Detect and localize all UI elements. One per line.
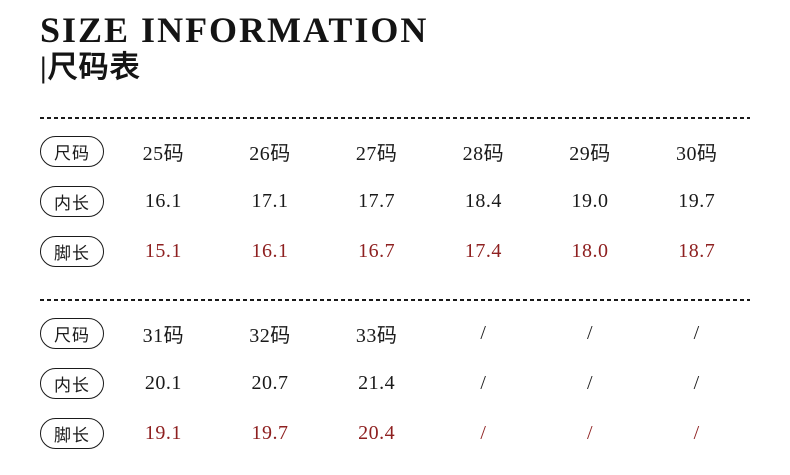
table-cell: 21.4 bbox=[358, 371, 396, 394]
table-cell: 15.1 bbox=[144, 239, 182, 262]
row-label-cell: 尺码 bbox=[40, 317, 110, 349]
table-row: 内长 16.1 17.1 17.7 18.4 19.0 19.7 bbox=[40, 176, 750, 226]
table-cell: 18.0 bbox=[571, 239, 609, 262]
row-label-cell: 尺码 bbox=[40, 135, 110, 167]
table-cell: 19.0 bbox=[571, 189, 609, 212]
table-cell: 17.7 bbox=[358, 189, 396, 212]
table-cell: 17.4 bbox=[464, 239, 502, 262]
dashed-divider bbox=[40, 299, 750, 301]
row-label-cell: 脚长 bbox=[40, 417, 110, 449]
table-cell: 32码 bbox=[249, 324, 291, 347]
table-cell: 17.1 bbox=[251, 189, 289, 212]
table-row: 脚长 19.1 19.7 20.4 / / / bbox=[40, 408, 750, 458]
table-cell: 29码 bbox=[569, 142, 611, 165]
table-cell: / bbox=[693, 371, 700, 394]
row-label-cell: 内长 bbox=[40, 185, 110, 217]
table-cell: 18.4 bbox=[464, 189, 502, 212]
table-cell: / bbox=[586, 321, 594, 344]
row-label-pill: 脚长 bbox=[40, 235, 104, 267]
table-cell: 20.7 bbox=[251, 371, 289, 394]
table-cell: 20.1 bbox=[144, 371, 182, 394]
row-label-cell: 内长 bbox=[40, 367, 110, 399]
table-cell: / bbox=[586, 371, 594, 394]
table-cell: 20.4 bbox=[358, 421, 396, 444]
table-cell: 18.7 bbox=[678, 239, 716, 262]
table-cell: / bbox=[586, 421, 594, 444]
page-title: SIZE INFORMATION bbox=[40, 10, 429, 50]
table-cell: 26码 bbox=[249, 142, 291, 165]
table-cell: / bbox=[480, 371, 487, 394]
table-cell: 19.1 bbox=[144, 421, 182, 444]
table-row: 内长 20.1 20.7 21.4 / / / bbox=[40, 358, 750, 408]
row-label-pill: 脚长 bbox=[40, 417, 104, 449]
table-cell: / bbox=[693, 421, 700, 444]
size-table: 尺码 31码 32码 33码 / / / 内长 20.1 20.7 21.4 / / / 脚长 19.1 19.… bbox=[40, 301, 750, 458]
table-cell: / bbox=[480, 321, 487, 344]
page-subtitle: |尺码表 bbox=[40, 51, 141, 84]
row-label-pill: 尺码 bbox=[40, 317, 104, 349]
table-row: 尺码 25码 26码 27码 28码 29码 30码 bbox=[40, 126, 750, 176]
table-cell: 16.7 bbox=[358, 239, 396, 262]
table-cell: 31码 bbox=[142, 324, 185, 347]
table-cell: / bbox=[693, 321, 700, 344]
table-cell: 19.7 bbox=[251, 421, 289, 444]
table-cell: 33码 bbox=[355, 324, 398, 347]
table-cell: 28码 bbox=[462, 142, 505, 165]
table-cell: 27码 bbox=[355, 142, 398, 165]
row-label-pill: 内长 bbox=[40, 185, 104, 217]
table-cell: / bbox=[480, 421, 487, 444]
size-table: 尺码 25码 26码 27码 28码 29码 30码内长 16.1 17.1 17.7 18.4 19… bbox=[40, 119, 750, 276]
table-cell: 16.1 bbox=[251, 239, 289, 262]
table-row: 脚长 15.1 16.1 16.7 17.4 18.0 18.7 bbox=[40, 226, 750, 276]
table-cell: 30码 bbox=[675, 142, 718, 165]
size-information-page: SIZE INFORMATION |尺码表 尺码 25码 26码 27码 28码 29码 3… bbox=[40, 10, 750, 458]
row-label-pill: 内长 bbox=[40, 367, 104, 399]
size-tables: 尺码 25码 26码 27码 28码 29码 30码内长 16.1 17.1 17.7 18.4 19… bbox=[40, 117, 750, 458]
row-label-cell: 脚长 bbox=[40, 235, 110, 267]
table-cell: 19.7 bbox=[678, 189, 716, 212]
table-cell: 16.1 bbox=[144, 189, 182, 212]
table-cell: 25码 bbox=[142, 142, 185, 165]
header: SIZE INFORMATION |尺码表 bbox=[40, 10, 750, 86]
table-row: 尺码 31码 32码 33码 / / / bbox=[40, 308, 750, 358]
dashed-divider bbox=[40, 117, 750, 119]
row-label-pill: 尺码 bbox=[40, 135, 104, 167]
